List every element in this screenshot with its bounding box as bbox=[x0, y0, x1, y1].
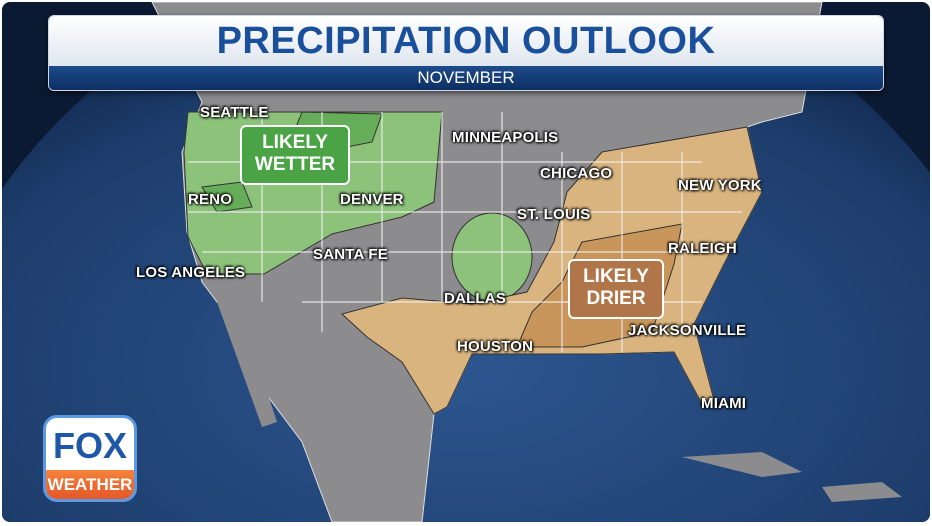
page-title: PRECIPITATION OUTLOOK bbox=[216, 20, 716, 62]
city-reno: RENO bbox=[188, 191, 233, 208]
state-borders bbox=[188, 112, 742, 352]
city-raleigh: RALEIGH bbox=[668, 240, 737, 257]
likely-drier-label: LIKELY DRIER bbox=[568, 259, 664, 319]
region-wetter-plains bbox=[451, 212, 533, 302]
wetter-line2: WETTER bbox=[254, 154, 336, 175]
drier-line2: DRIER bbox=[586, 288, 646, 309]
city-houston: HOUSTON bbox=[457, 338, 534, 355]
city-santa-fe: SANTA FE bbox=[313, 246, 388, 263]
city-seattle: SEATTLE bbox=[200, 104, 269, 121]
fox-weather-logo: FOX WEATHER bbox=[43, 415, 137, 502]
city-chicago: CHICAGO bbox=[540, 165, 613, 182]
title-banner: PRECIPITATION OUTLOOK NOVEMBER bbox=[48, 15, 884, 91]
region-drier-east bbox=[340, 126, 763, 415]
land-baja bbox=[217, 302, 277, 427]
month-subtitle: NOVEMBER bbox=[417, 68, 515, 87]
city-minneapolis: MINNEAPOLIS bbox=[452, 129, 559, 146]
drier-line1: LIKELY bbox=[583, 266, 649, 287]
logo-fox-text: FOX bbox=[52, 425, 127, 466]
city-jacksonville: JACKSONVILLE bbox=[628, 322, 747, 339]
city-los-angeles: LOS ANGELES bbox=[136, 264, 246, 281]
city-st-louis: ST. LOUIS bbox=[517, 206, 591, 223]
city-new-york: NEW YORK bbox=[678, 177, 762, 194]
city-dallas: DALLAS bbox=[444, 290, 507, 307]
land-caribbean bbox=[682, 452, 902, 502]
wetter-line1: LIKELY bbox=[262, 132, 328, 153]
city-denver: DENVER bbox=[340, 191, 404, 208]
likely-wetter-label: LIKELY WETTER bbox=[240, 125, 350, 185]
logo-weather-text: WEATHER bbox=[46, 470, 134, 499]
city-miami: MIAMI bbox=[701, 395, 747, 412]
